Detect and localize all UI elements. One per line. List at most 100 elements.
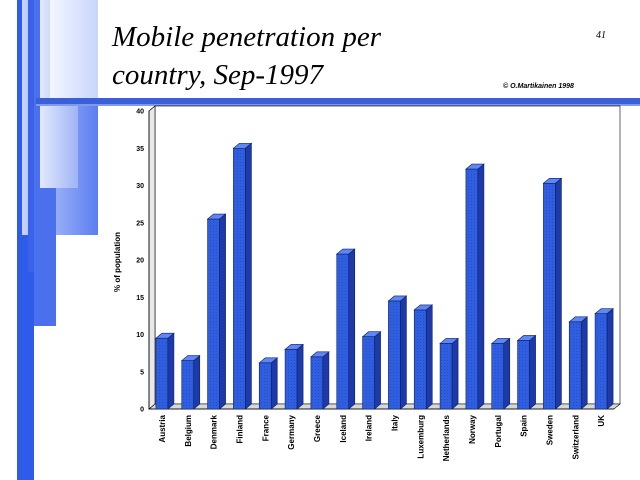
title-rule <box>36 98 640 104</box>
category-label: Greece <box>313 414 322 442</box>
category-label: Netherlands <box>442 414 451 461</box>
bar-side <box>245 142 252 410</box>
bar-side <box>606 307 614 410</box>
bar-side <box>374 331 381 410</box>
bar-top <box>310 351 330 358</box>
plot-back-wall <box>154 105 621 405</box>
bar-top <box>232 142 253 149</box>
bar-spain <box>516 334 537 410</box>
bar-france <box>258 357 279 410</box>
bar-top <box>568 316 589 323</box>
category-label: Belgium <box>184 415 193 447</box>
bar-top <box>594 308 614 314</box>
bar-top <box>516 335 537 341</box>
category-label: Austria <box>158 414 167 442</box>
bar-side <box>167 332 175 410</box>
bar-texture <box>466 171 477 407</box>
bar-top <box>335 248 356 255</box>
bars <box>155 142 614 410</box>
y-tick-label: 15 <box>136 295 144 302</box>
bar-side <box>348 248 356 410</box>
category-label: Finland <box>235 415 244 444</box>
y-tick-label: 10 <box>136 332 144 339</box>
category-label: Italy <box>390 414 399 431</box>
bar-side <box>425 304 433 410</box>
bar-texture <box>570 323 581 407</box>
bar-top <box>465 163 485 170</box>
category-label: France <box>261 414 270 441</box>
bar-texture <box>156 340 167 407</box>
category-label: UK <box>597 415 606 427</box>
bar-denmark <box>206 213 227 410</box>
y-tick-labels: 0 5 10 15 20 25 30 35 40 <box>136 109 144 414</box>
category-label: Spain <box>520 415 529 437</box>
bar-ireland <box>361 331 382 410</box>
bar-side <box>580 316 588 410</box>
bar-texture <box>286 351 297 407</box>
y-tick-label: 5 <box>140 369 144 376</box>
bar-top <box>180 355 201 361</box>
bar-texture <box>492 345 503 407</box>
bar-luxemburg <box>413 304 434 410</box>
bar-top <box>258 357 279 364</box>
bar-iceland <box>335 248 356 410</box>
bar-belgium <box>180 354 201 410</box>
bar-norway <box>465 163 485 410</box>
bar-portugal <box>490 337 511 410</box>
y-tick-label: 35 <box>136 146 144 153</box>
bar-side <box>503 337 511 410</box>
bar-top <box>542 177 563 184</box>
category-label: Switzerland <box>571 415 580 460</box>
bar-side <box>193 354 201 410</box>
y-tick-label: 30 <box>136 183 144 190</box>
category-label: Ireland <box>365 415 374 441</box>
bar-side <box>400 295 407 410</box>
bar-side <box>270 357 278 410</box>
slide-title: Mobile penetration per country, Sep-1997 <box>112 21 382 91</box>
y-tick-label: 20 <box>136 258 144 265</box>
bar-texture <box>311 358 322 407</box>
bar-italy <box>387 295 408 410</box>
bar-top <box>387 295 408 302</box>
category-label: Germany <box>287 414 296 449</box>
y-axis-label: % of population <box>113 232 122 292</box>
bar-top <box>361 331 382 338</box>
bar-netherlands <box>439 337 459 410</box>
category-labels: Austria Belgium Denmark Finland France German… <box>158 414 606 461</box>
bar-texture <box>415 311 426 407</box>
bar-texture <box>363 338 374 407</box>
bar-texture <box>234 150 245 407</box>
bar-switzerland <box>568 316 589 410</box>
category-label: Denmark <box>210 414 219 449</box>
bar-top <box>155 332 175 339</box>
y-tick-label: 25 <box>136 220 144 227</box>
bar-texture <box>518 342 529 407</box>
bar-side <box>219 213 226 410</box>
bar-side <box>451 337 459 410</box>
bar-side <box>529 334 536 410</box>
bar-texture <box>260 364 271 407</box>
bar-top <box>490 338 511 344</box>
bar-side <box>555 177 562 410</box>
bar-side <box>322 351 330 410</box>
bar-uk <box>594 307 614 410</box>
bar-germany <box>284 343 304 410</box>
bar-greece <box>310 351 330 410</box>
bar-austria <box>155 332 175 410</box>
bar-finland <box>232 142 253 410</box>
bar-texture <box>337 256 348 407</box>
page-number: 41 <box>596 30 606 41</box>
bar-texture <box>441 345 452 407</box>
category-label: Norway <box>468 414 477 443</box>
bar-texture <box>208 221 219 407</box>
bar-top <box>206 213 227 220</box>
bar-top <box>439 338 459 344</box>
category-label: Iceland <box>339 415 348 443</box>
y-tick-label: 0 <box>140 407 144 414</box>
plot-side-wall <box>148 105 156 410</box>
bar-top <box>284 344 304 350</box>
category-label: Portugal <box>494 415 503 447</box>
bar-texture <box>544 185 555 407</box>
bar-top <box>413 304 434 311</box>
